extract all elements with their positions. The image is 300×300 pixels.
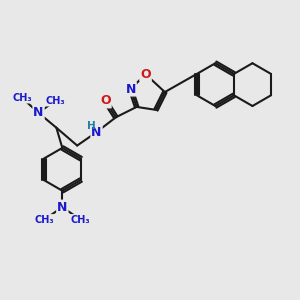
Text: N: N <box>33 106 44 119</box>
Text: CH₃: CH₃ <box>45 96 65 106</box>
Text: O: O <box>140 68 151 81</box>
Text: N: N <box>91 126 102 139</box>
Text: CH₃: CH₃ <box>70 214 90 224</box>
Text: H: H <box>87 121 95 130</box>
Text: O: O <box>100 94 111 107</box>
Text: CH₃: CH₃ <box>35 214 54 224</box>
Text: N: N <box>57 201 68 214</box>
Text: CH₃: CH₃ <box>12 93 32 103</box>
Text: N: N <box>125 82 136 96</box>
